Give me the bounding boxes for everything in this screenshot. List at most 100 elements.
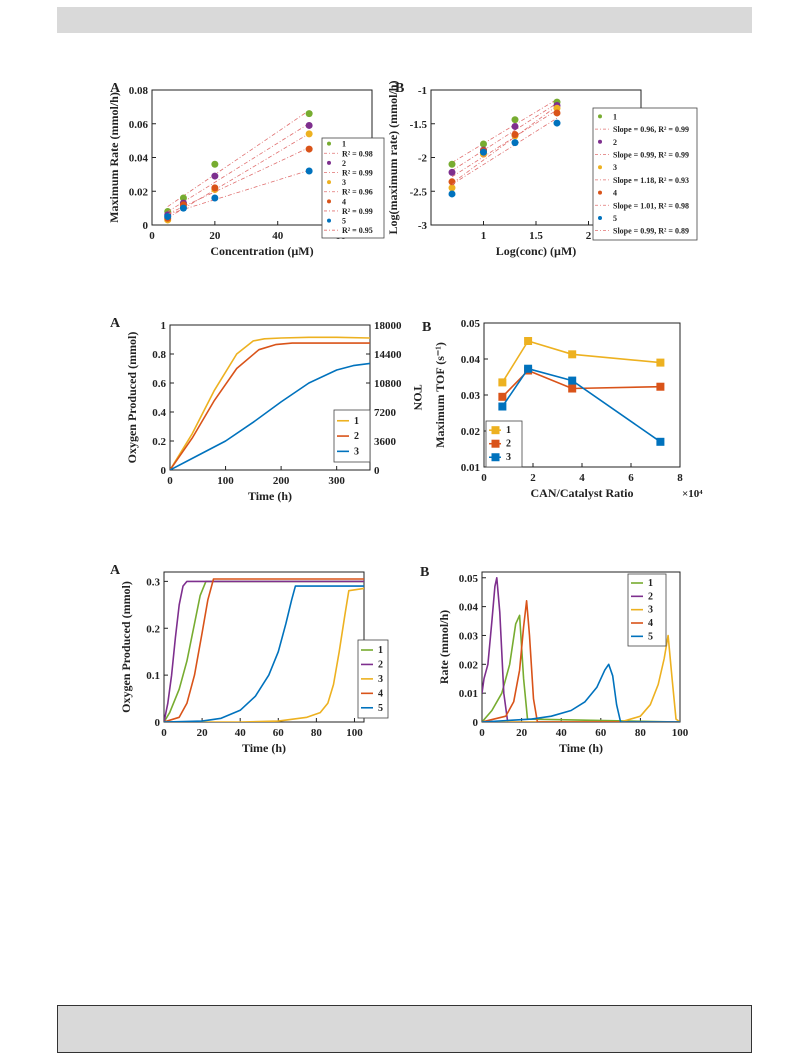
series-2-point <box>511 122 519 130</box>
data-layer <box>498 337 665 446</box>
legend-entry: 3 <box>506 452 511 463</box>
y-axis-label: Rate (mmol/h) <box>437 610 451 684</box>
footer-band <box>57 1005 752 1053</box>
data-layer <box>164 110 313 224</box>
legend-entry: 1 <box>342 140 346 149</box>
legend-entry: 3 <box>648 605 653 616</box>
series-5-point <box>305 167 313 175</box>
x-tick-label: 80 <box>311 727 323 739</box>
legend-fit-label: Slope = 0.96, R² = 0.99 <box>613 125 689 134</box>
y-tick-label: -1 <box>418 85 427 97</box>
x-tick-label: 20 <box>209 230 221 242</box>
y2-tick-label: 0 <box>374 465 380 477</box>
x-tick-label: 20 <box>516 727 528 739</box>
legend-entry: 4 <box>613 189 617 198</box>
figure-3a-chart: A 0 20 40 60 80 100 0 0.1 0.2 0.3 Time (h) Oxygen Pr… <box>110 563 389 755</box>
y-tick-label: 0.4 <box>152 407 166 419</box>
series-3-point <box>448 184 456 192</box>
x-tick-label: 1 <box>481 230 487 242</box>
series-1-fit-line <box>451 98 558 163</box>
y-tick-label: 0.03 <box>461 390 481 402</box>
series-3-marker <box>568 376 577 385</box>
x-axis-label: Time (h) <box>242 741 286 755</box>
legend-fit-label: R² = 0.96 <box>342 188 373 197</box>
legend-marker <box>327 141 331 146</box>
y-tick-label: 0.1 <box>146 670 160 682</box>
x-tick-label: 80 <box>635 727 647 739</box>
series-1-line <box>170 336 370 470</box>
y-tick-label: 0.2 <box>146 623 160 635</box>
legend-fit-label: R² = 0.99 <box>342 207 373 216</box>
y-tick-label: 0.05 <box>459 573 479 585</box>
y-tick-label: 0 <box>155 717 161 729</box>
panel-label: B <box>420 565 429 580</box>
legend-entry: 1 <box>354 416 359 427</box>
series-2-line <box>501 369 661 398</box>
series-5-point <box>448 190 456 198</box>
x-tick-label: 0 <box>149 230 155 242</box>
legend-box <box>592 107 698 241</box>
series-1-line <box>164 580 364 722</box>
y-tick-label: 0.05 <box>461 318 481 330</box>
legend-fit-label: Slope = 1.18, R² = 0.93 <box>613 176 689 185</box>
legend-entry: 1 <box>378 645 383 656</box>
series-3-point <box>305 130 313 138</box>
figure-2b-chart: B 0 2 4 6 8 0.01 0.02 0.03 0.04 0.05 ×10⁴ CAN/Cataly… <box>422 318 703 500</box>
series-2-line <box>482 577 680 722</box>
series-5-line <box>164 585 364 722</box>
series-5-point <box>179 204 187 212</box>
y2-tick-label: 10800 <box>374 378 402 390</box>
series-3-line <box>501 367 661 443</box>
legend-fit-label: R² = 0.95 <box>342 226 373 235</box>
y-tick-label: 0 <box>161 465 167 477</box>
y-tick-label: 0.04 <box>459 602 479 614</box>
data-layer <box>170 336 370 470</box>
legend-marker <box>327 199 331 204</box>
plot-area-frame <box>169 324 371 471</box>
panel-label: B <box>395 81 404 96</box>
y-tick-label: 0.04 <box>461 354 481 366</box>
legend-box <box>321 137 385 239</box>
legend-entry: 5 <box>342 217 346 226</box>
x-tick-label: 2 <box>530 472 536 484</box>
series-4-fit-line <box>451 109 558 178</box>
legend-entry: 5 <box>648 631 653 642</box>
y2-tick-label: 3600 <box>374 436 397 448</box>
y-tick-label: 0.6 <box>152 378 166 390</box>
x-tick-label: 1.5 <box>529 230 543 242</box>
x-tick-label: 100 <box>346 727 363 739</box>
series-1-marker <box>568 350 577 359</box>
y-tick-label: 0.2 <box>152 436 166 448</box>
plot-area-frame <box>163 571 365 723</box>
series-2-marker <box>656 382 665 391</box>
y-tick-label: 0.01 <box>461 462 480 474</box>
series-3-fit-line <box>167 133 310 219</box>
legend-entry: 4 <box>648 618 653 629</box>
series-1-point <box>480 140 487 148</box>
x-axis-label: Concentration (µM) <box>210 244 313 258</box>
panel-label: B <box>422 320 431 335</box>
legend-fit-label: Slope = 0.99, R² = 0.99 <box>613 151 689 160</box>
series-1-fit-line <box>167 110 310 207</box>
legend-marker <box>327 180 331 185</box>
x-tick-label: 0 <box>479 727 485 739</box>
x-axis-label: Time (h) <box>559 741 603 755</box>
y-axis-label: Maximum Rate (mmol/h) <box>107 92 121 223</box>
series-3-line <box>482 634 680 722</box>
series-5-fit-line <box>167 169 310 215</box>
x-tick-label: 20 <box>197 727 209 739</box>
legend-marker <box>598 215 602 220</box>
legend-entry: 2 <box>648 591 653 602</box>
series-2-point <box>211 172 219 180</box>
series-1-marker <box>524 337 533 345</box>
legend-marker <box>491 453 500 462</box>
figure-2a-chart: A 0 100 200 300 0 0.2 0.4 0.6 0.8 1 0 3600 7200 10800 1… <box>110 316 425 503</box>
y-tick-label: 0 <box>473 717 479 729</box>
y-tick-label: 1 <box>161 320 167 332</box>
series-3-marker <box>656 437 665 446</box>
series-1-line <box>501 340 661 383</box>
series-1-point <box>179 194 187 202</box>
x-tick-label: 100 <box>672 727 689 739</box>
legend-entry: 1 <box>613 112 617 121</box>
x-axis-label: CAN/Catalyst Ratio <box>531 486 634 500</box>
